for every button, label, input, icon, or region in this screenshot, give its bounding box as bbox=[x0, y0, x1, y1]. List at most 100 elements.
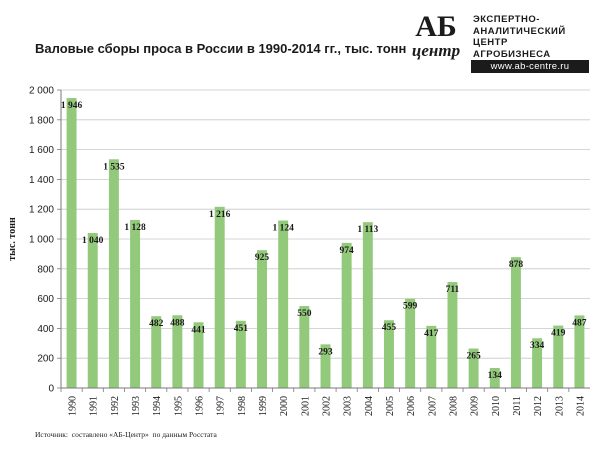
x-tick-label: 2013 bbox=[554, 396, 565, 416]
x-tick-label: 1999 bbox=[258, 396, 269, 416]
bar-1990 bbox=[66, 98, 77, 389]
x-tick-label: 2011 bbox=[512, 396, 523, 416]
logo-line-3: ЦЕНТР bbox=[473, 37, 508, 48]
bar-2002 bbox=[320, 344, 331, 388]
bar-2008 bbox=[447, 282, 458, 388]
x-tick-label: 1990 bbox=[68, 396, 79, 416]
x-tick-label: 2005 bbox=[385, 396, 396, 416]
x-tick-label: 2010 bbox=[491, 396, 502, 416]
logo-line-4: АГРОБИЗНЕСА bbox=[473, 48, 551, 60]
x-tick-label: 1993 bbox=[131, 396, 142, 416]
x-axis-ticks: 1990 1991 1992 1993 1994 1995 1996 1997 1998 1999… bbox=[60, 388, 586, 416]
y-tick-label: 1 600 bbox=[29, 145, 54, 156]
data-label-1999: 925 bbox=[255, 253, 270, 263]
data-label-2013: 419 bbox=[551, 329, 566, 339]
data-label-1992: 1 535 bbox=[103, 162, 125, 172]
y-tick-label: 1 800 bbox=[29, 115, 54, 126]
x-tick-label: 1998 bbox=[237, 396, 248, 416]
logo-line-2: АНАЛИТИЧЕСКИЙ bbox=[473, 25, 566, 37]
x-tick-label: 1997 bbox=[216, 396, 227, 416]
y-axis-label: тыс. тонн bbox=[7, 217, 18, 261]
y-tick-label: 1 200 bbox=[29, 205, 54, 216]
x-tick-label: 2007 bbox=[427, 396, 438, 416]
logo-mark: АБ центр bbox=[405, 12, 467, 72]
x-tick-label: 1995 bbox=[173, 396, 184, 416]
bar-1999 bbox=[257, 250, 267, 388]
logo-url: www.ab-centre.ru bbox=[471, 60, 589, 73]
x-tick-label: 2014 bbox=[575, 396, 586, 416]
logo-mark-bottom: центр bbox=[411, 41, 461, 60]
x-tick-label: 2000 bbox=[279, 396, 290, 416]
x-tick-label: 2006 bbox=[406, 396, 417, 416]
x-tick-label: 1996 bbox=[195, 396, 206, 416]
data-label-2010: 134 bbox=[488, 371, 503, 381]
y-tick-label: 600 bbox=[37, 294, 54, 305]
data-label-2000: 1 124 bbox=[272, 224, 294, 234]
bar-1994 bbox=[151, 316, 162, 388]
x-tick-label: 2009 bbox=[470, 396, 481, 416]
y-tick-label: 1 400 bbox=[29, 175, 54, 186]
bar-1997 bbox=[214, 206, 225, 388]
axes bbox=[60, 90, 590, 389]
bar-1996 bbox=[193, 322, 204, 388]
data-label-1995: 488 bbox=[170, 318, 185, 328]
bar-2005 bbox=[384, 320, 394, 388]
data-label-1996: 441 bbox=[191, 325, 206, 335]
bar-1993 bbox=[130, 219, 141, 388]
data-labels: 1 946 1 040 1 535 1 128 482 488 441 1 216 451 925… bbox=[61, 101, 587, 381]
chart-title: Валовые сборы проса в России в 1990-2014… bbox=[35, 41, 407, 56]
data-label-1990: 1 946 bbox=[61, 101, 83, 111]
bar-2012 bbox=[532, 338, 543, 388]
x-tick-label: 2012 bbox=[533, 396, 544, 416]
bar-1998 bbox=[235, 320, 246, 388]
bar-2011 bbox=[510, 257, 521, 388]
bar-2007 bbox=[426, 325, 437, 388]
data-label-2014: 487 bbox=[572, 318, 587, 328]
bar-2009 bbox=[468, 348, 479, 388]
bar-2004 bbox=[362, 222, 373, 388]
data-label-1993: 1 128 bbox=[124, 223, 146, 233]
x-tick-label: 2003 bbox=[343, 396, 354, 416]
data-label-2007: 417 bbox=[424, 329, 439, 339]
data-label-2003: 974 bbox=[340, 246, 355, 256]
x-tick-label: 1994 bbox=[152, 396, 163, 416]
data-label-2011: 878 bbox=[509, 260, 524, 270]
y-tick-label: 800 bbox=[37, 264, 54, 275]
bar-1995 bbox=[172, 315, 183, 388]
y-tick-label: 2 000 bbox=[29, 86, 54, 97]
x-tick-label: 2004 bbox=[364, 396, 375, 416]
bar-2001 bbox=[299, 306, 310, 388]
x-tick-label: 1991 bbox=[89, 396, 100, 416]
data-label-2002: 293 bbox=[318, 347, 333, 357]
data-label-2008: 711 bbox=[446, 285, 460, 295]
bar-2003 bbox=[341, 242, 352, 388]
data-label-2012: 334 bbox=[530, 341, 545, 351]
x-tick-label: 2008 bbox=[448, 396, 459, 416]
data-label-2001: 550 bbox=[297, 309, 312, 319]
logo-caption: ЭКСПЕРТНО- АНАЛИТИЧЕСКИЙ ЦЕНТР АГРОБИЗНЕ… bbox=[473, 14, 566, 60]
bar-2006 bbox=[405, 298, 416, 388]
data-label-1994: 482 bbox=[149, 319, 164, 329]
y-tick-label: 400 bbox=[37, 324, 54, 335]
data-label-2004: 1 113 bbox=[357, 225, 378, 235]
bar-1992 bbox=[108, 159, 119, 388]
data-label-1991: 1 040 bbox=[82, 236, 104, 246]
ab-centre-logo: АБ центр ЭКСПЕРТНО- АНАЛИТИЧЕСКИЙ ЦЕНТР … bbox=[405, 12, 590, 73]
data-label-2009: 265 bbox=[466, 352, 481, 362]
logo-mark-top: АБ bbox=[415, 10, 457, 43]
bar-2013 bbox=[553, 325, 564, 388]
data-label-2006: 599 bbox=[403, 302, 418, 312]
data-label-1998: 451 bbox=[234, 324, 249, 334]
bar-2000 bbox=[278, 220, 289, 388]
bar-2010 bbox=[489, 368, 500, 388]
x-tick-label: 1992 bbox=[110, 396, 121, 416]
logo-line-1: ЭКСПЕРТНО- bbox=[473, 14, 540, 25]
x-tick-label: 2001 bbox=[300, 396, 311, 416]
bars bbox=[66, 98, 585, 389]
bar-1991 bbox=[87, 233, 98, 388]
y-tick-label: 200 bbox=[37, 354, 54, 365]
y-tick-label: 0 bbox=[48, 384, 54, 395]
data-label-1997: 1 216 bbox=[209, 210, 231, 220]
gridlines bbox=[61, 89, 590, 389]
